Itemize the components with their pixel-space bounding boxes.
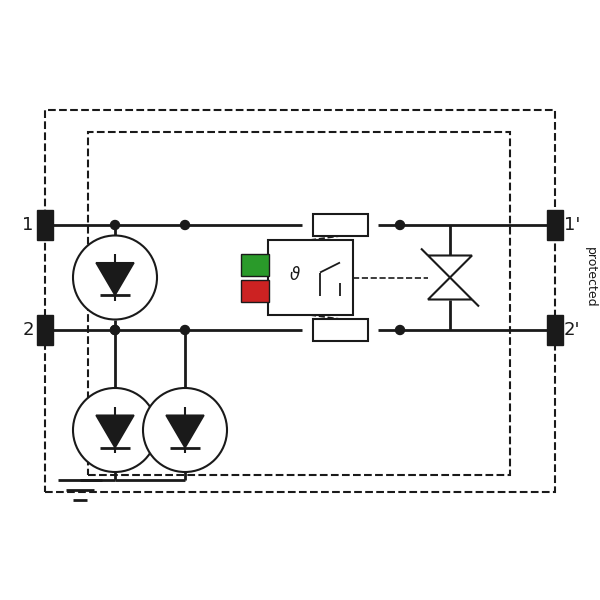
Circle shape: [73, 388, 157, 472]
Polygon shape: [428, 256, 472, 277]
Polygon shape: [428, 277, 472, 299]
Text: $\vartheta$: $\vartheta$: [289, 265, 301, 283]
Bar: [37, 315, 53, 345]
Bar: [241, 280, 269, 301]
Circle shape: [110, 325, 119, 335]
Circle shape: [181, 220, 190, 229]
Circle shape: [73, 235, 157, 319]
Circle shape: [143, 388, 227, 472]
Bar: [45, 110, 555, 492]
Bar: [313, 319, 367, 341]
Circle shape: [181, 325, 190, 335]
Text: protected: protected: [583, 247, 596, 308]
Bar: [88, 132, 510, 475]
Bar: [241, 253, 269, 275]
Circle shape: [110, 325, 119, 335]
Bar: [313, 214, 367, 236]
Text: 2: 2: [22, 321, 34, 339]
Bar: [37, 210, 53, 240]
Circle shape: [112, 422, 118, 428]
Circle shape: [182, 422, 188, 428]
Circle shape: [110, 220, 119, 229]
Bar: [547, 315, 563, 345]
Bar: [268, 240, 353, 315]
Bar: [428, 256, 472, 299]
Polygon shape: [166, 415, 204, 448]
Circle shape: [395, 325, 404, 335]
Circle shape: [112, 269, 118, 275]
Polygon shape: [96, 415, 134, 448]
Polygon shape: [96, 263, 134, 295]
Text: 2': 2': [564, 321, 580, 339]
Text: 1': 1': [564, 216, 580, 234]
Circle shape: [395, 220, 404, 229]
Text: 1: 1: [22, 216, 34, 234]
Bar: [547, 210, 563, 240]
